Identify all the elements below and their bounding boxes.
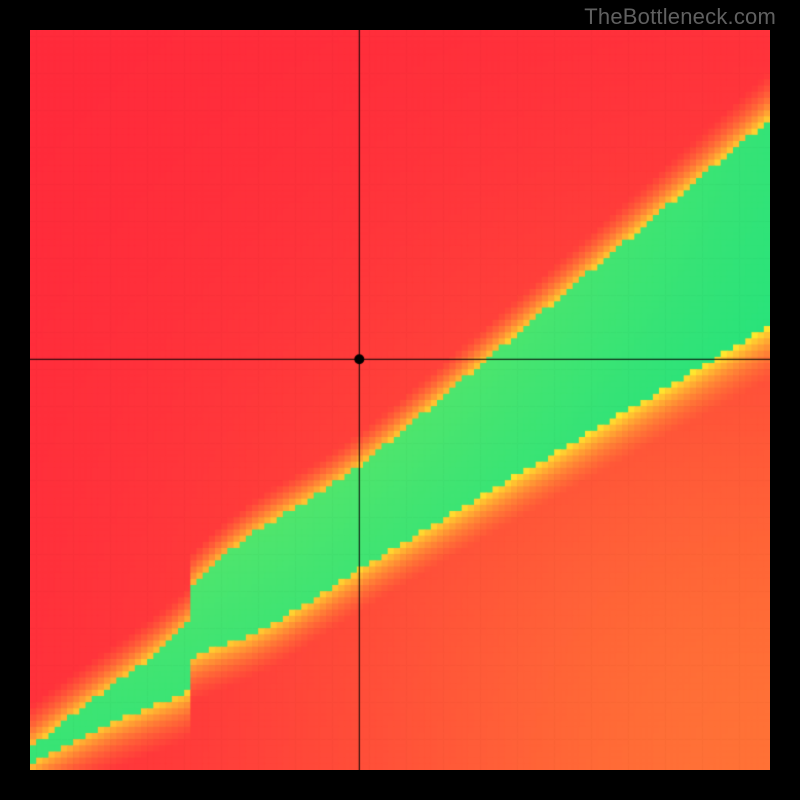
chart-container: TheBottleneck.com <box>0 0 800 800</box>
bottleneck-heatmap <box>30 30 770 770</box>
watermark-text: TheBottleneck.com <box>584 4 776 30</box>
